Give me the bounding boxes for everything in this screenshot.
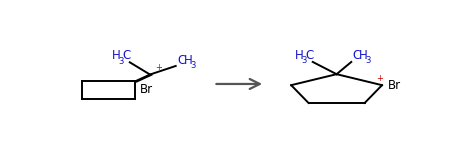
- Text: C: C: [305, 49, 314, 62]
- Text: +: +: [376, 74, 383, 83]
- Text: 3: 3: [365, 56, 371, 65]
- Text: H: H: [184, 54, 193, 66]
- Text: Br: Br: [388, 79, 401, 92]
- Text: C: C: [352, 49, 360, 62]
- Text: H: H: [295, 49, 304, 62]
- Text: H: H: [359, 49, 367, 62]
- Text: C: C: [178, 54, 186, 66]
- Text: 3: 3: [191, 61, 196, 70]
- Text: H: H: [112, 49, 121, 62]
- Text: C: C: [122, 49, 131, 62]
- Text: 3: 3: [119, 56, 124, 66]
- Text: +: +: [155, 63, 162, 72]
- Text: Br: Br: [140, 83, 153, 97]
- Text: 3: 3: [301, 56, 307, 65]
